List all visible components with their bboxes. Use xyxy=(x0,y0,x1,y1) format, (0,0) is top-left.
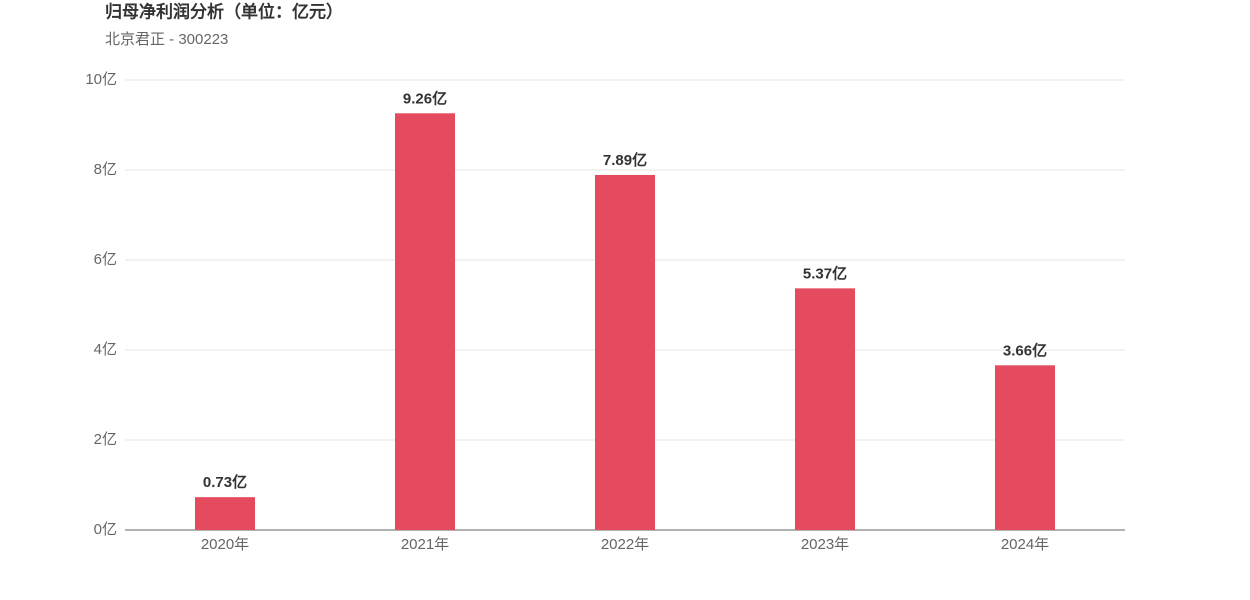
x-tick-label: 2021年 xyxy=(401,536,449,553)
value-label: 9.26亿 xyxy=(403,89,447,107)
y-tick-label: 0亿 xyxy=(94,521,117,538)
bar xyxy=(595,174,655,530)
y-tick-label: 10亿 xyxy=(85,71,117,88)
bar xyxy=(795,288,855,530)
value-label: 7.89亿 xyxy=(603,151,647,169)
bar xyxy=(195,497,255,530)
value-label: 5.37亿 xyxy=(803,264,847,282)
bar xyxy=(395,113,455,531)
y-tick-label: 2亿 xyxy=(94,431,117,448)
x-tick-label: 2024年 xyxy=(1001,536,1049,553)
bar xyxy=(995,365,1055,530)
value-label: 3.66亿 xyxy=(1003,341,1047,359)
y-tick-label: 6亿 xyxy=(94,251,117,268)
x-tick-label: 2022年 xyxy=(601,536,649,553)
chart-subtitle: 北京君正 - 300223 xyxy=(105,31,228,48)
x-tick-label: 2023年 xyxy=(801,536,849,553)
chart-title: 归母净利润分析（单位：亿元） xyxy=(105,1,343,21)
y-tick-label: 8亿 xyxy=(94,161,117,178)
x-tick-label: 2020年 xyxy=(201,536,249,553)
value-label: 0.73亿 xyxy=(203,473,247,491)
y-tick-label: 4亿 xyxy=(94,341,117,358)
